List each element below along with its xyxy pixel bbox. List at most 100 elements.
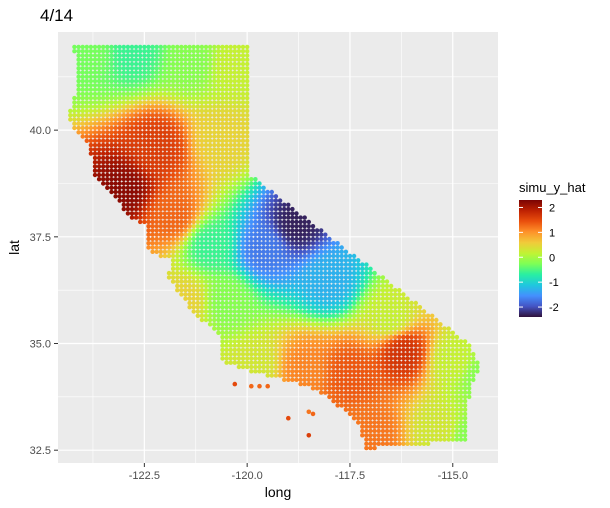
data-point	[364, 305, 369, 310]
data-point	[339, 262, 344, 267]
data-point	[273, 283, 279, 289]
data-point	[319, 228, 324, 233]
data-point	[335, 373, 340, 378]
data-point	[216, 125, 221, 131]
data-point	[207, 155, 213, 161]
data-point	[413, 424, 418, 429]
data-point	[323, 236, 328, 242]
data-point	[187, 57, 192, 62]
data-point	[356, 292, 361, 297]
data-point	[253, 334, 258, 340]
data-point	[216, 181, 221, 186]
data-point	[158, 168, 163, 173]
data-point	[240, 313, 246, 318]
data-point	[253, 305, 258, 310]
data-point	[96, 78, 102, 84]
data-point	[351, 275, 357, 280]
data-point	[109, 147, 114, 152]
data-point	[343, 347, 349, 353]
data-point	[319, 322, 324, 327]
data-point	[212, 70, 217, 75]
data-point	[265, 283, 270, 289]
data-point	[356, 266, 361, 271]
data-point	[183, 258, 188, 263]
data-point	[101, 151, 106, 156]
data-point	[405, 437, 410, 442]
data-point	[384, 441, 390, 446]
data-point	[228, 104, 233, 109]
data-point	[273, 279, 279, 284]
data-point	[175, 228, 180, 233]
data-point	[265, 334, 270, 340]
data-point	[339, 356, 344, 361]
data-point	[282, 202, 287, 207]
data-point	[228, 228, 233, 233]
data-point	[117, 142, 122, 148]
data-point	[421, 369, 427, 374]
data-point	[236, 224, 242, 229]
data-point	[430, 398, 435, 404]
data-point	[170, 147, 176, 152]
data-point	[397, 377, 402, 382]
data-point	[170, 61, 176, 67]
data-point	[364, 390, 369, 395]
data-point	[212, 100, 217, 105]
data-point	[273, 360, 279, 365]
data-point	[228, 78, 233, 84]
data-point	[339, 249, 344, 254]
data-point	[199, 104, 205, 109]
data-point	[446, 352, 451, 357]
data-point	[319, 283, 324, 289]
data-point	[162, 181, 168, 186]
data-point	[245, 288, 250, 293]
data-point	[347, 394, 353, 400]
data-point	[195, 228, 200, 233]
data-point	[347, 343, 353, 348]
data-point	[409, 428, 414, 434]
data-point	[347, 270, 353, 276]
data-point	[351, 352, 357, 357]
data-point	[364, 420, 369, 425]
data-point	[236, 296, 242, 301]
data-point	[105, 125, 110, 131]
data-point	[327, 352, 332, 357]
data-point	[331, 266, 336, 271]
data-point	[413, 313, 418, 318]
data-point	[203, 125, 209, 131]
data-point	[224, 172, 229, 178]
data-point	[298, 364, 303, 370]
data-point	[454, 433, 460, 438]
data-point	[220, 206, 225, 212]
data-point	[96, 164, 102, 169]
data-point	[228, 266, 233, 271]
data-point	[294, 224, 299, 229]
data-point	[249, 232, 254, 237]
data-point	[166, 245, 172, 250]
data-point	[191, 57, 196, 62]
data-point	[376, 343, 381, 348]
data-point	[224, 292, 229, 297]
data-point	[170, 253, 176, 259]
data-point	[310, 283, 316, 289]
data-point	[191, 275, 196, 280]
data-point	[253, 253, 258, 259]
data-point	[203, 206, 209, 212]
data-point	[347, 309, 353, 314]
data-point	[397, 309, 402, 314]
data-point	[462, 424, 468, 429]
data-point	[327, 356, 332, 361]
data-point	[343, 343, 349, 348]
data-point	[236, 279, 242, 284]
data-point	[401, 377, 406, 382]
data-point	[351, 369, 357, 374]
data-point	[92, 108, 98, 114]
data-point	[298, 228, 303, 233]
data-point	[138, 168, 143, 173]
data-point	[376, 437, 381, 442]
data-point	[393, 403, 398, 408]
data-point	[298, 288, 303, 293]
data-point	[105, 151, 110, 156]
data-point	[207, 78, 213, 84]
data-point	[121, 198, 127, 203]
data-point	[245, 330, 250, 335]
